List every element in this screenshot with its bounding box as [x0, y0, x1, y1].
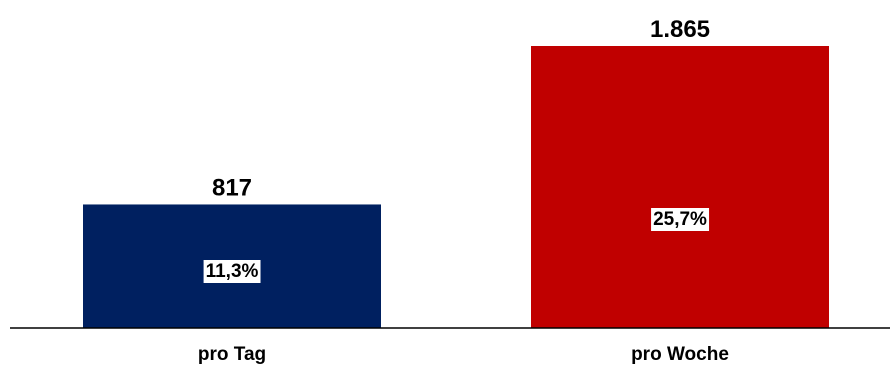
value-label-2: 1.865	[650, 16, 710, 43]
category-label-1: pro Tag	[198, 344, 266, 365]
bars-group	[83, 46, 829, 328]
value-label-1: 817	[212, 174, 252, 201]
share-label-2: 25,7%	[653, 209, 707, 230]
share-label-box-1	[203, 260, 261, 283]
share-label-1: 11,3%	[206, 261, 259, 282]
labels-group: 817 11,3% pro Tag 1.865 25,7% pro Woche	[198, 16, 729, 365]
bar-2	[531, 46, 829, 328]
category-label-2: pro Woche	[631, 344, 729, 365]
share-label-box-2	[651, 208, 710, 231]
